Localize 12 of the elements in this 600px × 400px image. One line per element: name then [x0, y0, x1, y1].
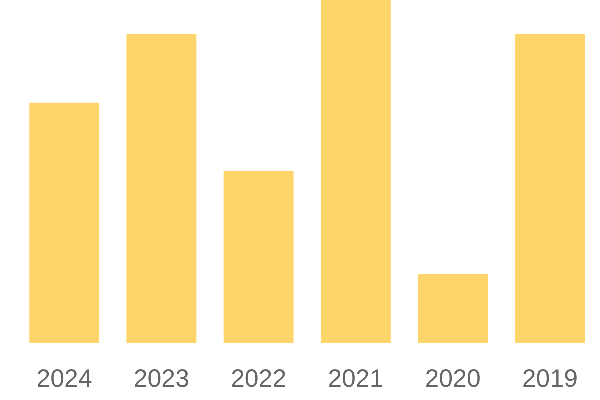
bar — [126, 34, 197, 343]
bar — [224, 172, 294, 343]
bar — [320, 0, 391, 343]
x-tick-label: 2023 — [134, 364, 190, 393]
bar — [418, 274, 488, 343]
x-tick-label: 2024 — [36, 364, 92, 393]
x-tick-label: 2020 — [425, 364, 481, 393]
bar — [515, 34, 586, 343]
x-tick-label: 2021 — [328, 364, 384, 393]
bar — [30, 102, 100, 343]
x-tick-label: 2022 — [231, 364, 287, 393]
x-tick-label: 2019 — [522, 364, 578, 393]
